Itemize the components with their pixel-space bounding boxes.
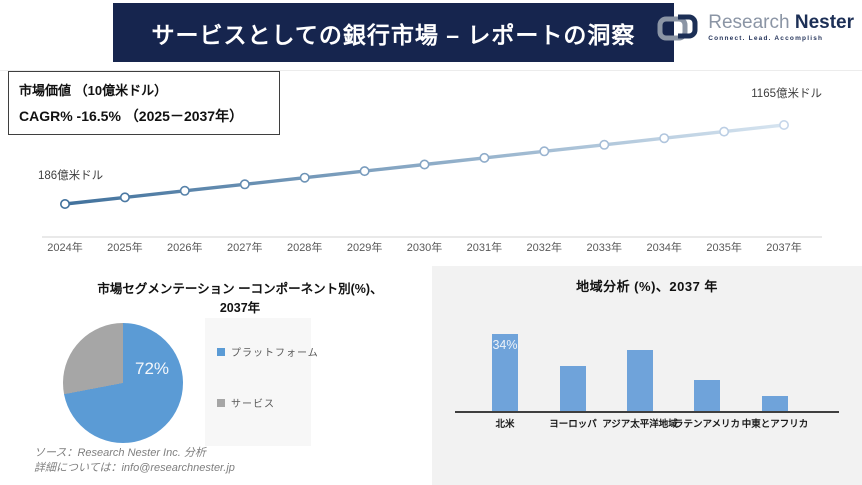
x-tick-label: 2035年 [706,240,741,254]
legend-label: プラットフォーム [231,348,319,359]
brand-name-first: Research [708,12,790,34]
source-note: ソース：Research Nester Inc. 分析 詳細については：info… [34,446,235,476]
bar-category-label: ラテンアメリカ [673,419,741,430]
bar-0: 34% [492,334,518,412]
regional-analysis-panel: 地域分析 (%)、2037 年 34% 北米 ヨーロッパ アジア太平洋地域 ラテンアメ… [432,266,862,485]
x-tick-label: 2031年 [467,240,502,254]
x-tick-label: 2034年 [646,240,681,254]
bar-category-label: 中東とアフリカ [741,419,809,430]
legend-item: サービス [217,395,311,410]
line-point [359,166,370,177]
line-point [179,185,190,196]
market-value-line-chart: 2024年 2025年 2026年 2027年 2028年 2029年 2030年 2031年… [38,87,822,254]
market-value-box: 市場価値 （10億米ドル） CAGR% -16.5% （2025－2037年） [8,71,280,135]
bar-series: 34% [432,266,862,412]
bar-x-axis-line [455,411,839,413]
x-tick-label: 2037年 [766,240,801,254]
bar-data-label: 34% [492,338,518,352]
page-title: サービスとしての銀行市場 – レポートの洞察 [151,21,636,48]
line-point [659,133,670,144]
bar-category-labels: 北米 ヨーロッパ アジア太平洋地域 ラテンアメリカ 中東とアフリカ [432,416,862,436]
bar-2 [627,350,653,412]
line-point [59,199,70,210]
start-value-annotation: 186億米ドル [38,169,103,182]
bar-4 [762,396,788,412]
legend-item: プラットフォーム [217,344,318,359]
brand-tagline: Connect. Lead. Accomplish [708,35,824,43]
end-value-annotation: 1165億米ドル [751,87,822,100]
bar-1 [560,366,586,412]
x-tick-label: 2025年 [107,240,142,254]
market-value-label: 市場価値 （10億米ドル） [19,83,168,98]
line-point [719,126,730,137]
line-point [119,192,130,203]
pie-slice-data-label: 72% [135,359,170,378]
x-tick-label: 2032年 [527,240,562,254]
x-tick-label: 2024年 [47,240,82,254]
pie-chart-title-line2: 2037年 [219,300,261,315]
line-point [299,172,310,183]
legend-swatch [217,347,225,356]
line-point [239,179,250,190]
line-point [599,139,610,150]
pie-chart-title-line1: 市場セグメンテーション ーコンポーネント別(%)、 [97,282,383,296]
x-tick-label: 2026年 [167,240,202,254]
x-tick-label: 2029年 [347,240,382,254]
legend-label: サービス [231,399,275,410]
bar-category-label: ヨーロッパ [549,419,597,430]
contact-line: 詳細については：info@researchnester.jp [34,462,235,474]
source-line: ソース：Research Nester Inc. 分析 [34,447,206,459]
divider [0,70,862,71]
segmentation-pie-chart: 72% [63,323,183,443]
legend-swatch [217,398,225,407]
brand-name-second: Nester [794,12,854,34]
line-point [419,159,430,170]
x-tick-label: 2028年 [287,240,322,254]
bar-category-label: アジア太平洋地域 [602,419,678,430]
brand-logo: Research Nester Connect. Lead. Accomplis… [656,11,854,45]
bar-chart-title: 地域分析 (%)、2037 年 [576,279,718,294]
bar-3 [694,380,720,412]
pie-legend: プラットフォーム サービス [205,318,318,446]
research-nester-logo-icon [657,14,698,41]
pie-chart-title: 市場セグメンテーション ーコンポーネント別(%)、 2037年 [70,280,410,318]
cagr-label: CAGR% -16.5% （2025－2037年） [19,108,244,124]
line-point [539,146,550,157]
x-tick-label: 2033年 [587,240,622,254]
brand-text: Research Nester Connect. Lead. Accomplis… [708,13,854,43]
line-point [778,120,789,131]
line-point [479,152,490,163]
x-tick-label: 2030年 [407,240,442,254]
header-band: サービスとしての銀行市場 – レポートの洞察 [113,3,674,62]
bar-category-label: 北米 [495,419,515,430]
x-tick-label: 2027年 [227,240,262,254]
